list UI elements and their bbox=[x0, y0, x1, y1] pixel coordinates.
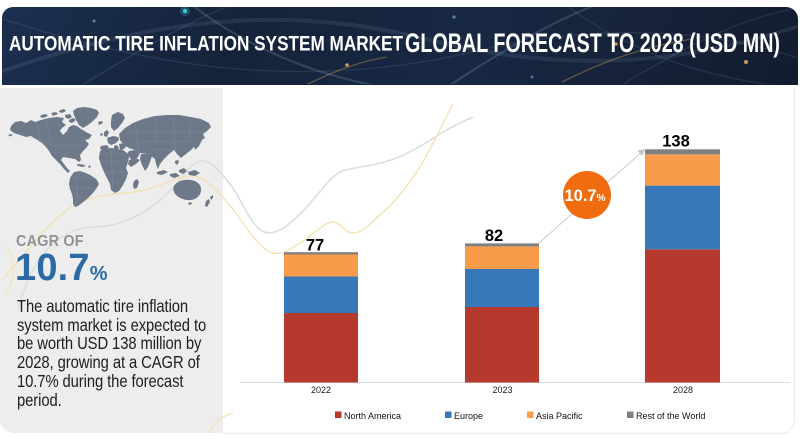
svg-text:AUTOMATIC TIRE INFLATION SYSTE: AUTOMATIC TIRE INFLATION SYSTEM MARKET bbox=[9, 31, 403, 55]
svg-text:Rest of the World: Rest of the World bbox=[636, 411, 705, 421]
svg-text:Asia Pacific: Asia Pacific bbox=[536, 411, 583, 421]
svg-text:Europe: Europe bbox=[454, 411, 483, 421]
svg-text:10.7%: 10.7% bbox=[564, 187, 605, 205]
svg-text:82: 82 bbox=[485, 227, 503, 245]
svg-text:77: 77 bbox=[306, 237, 324, 255]
svg-text:2023: 2023 bbox=[492, 385, 512, 395]
svg-text:GLOBAL FORECAST TO 2028 (USD M: GLOBAL FORECAST TO 2028 (USD MN) bbox=[405, 28, 780, 58]
svg-text:North America: North America bbox=[344, 411, 401, 421]
svg-text:2028: 2028 bbox=[673, 385, 693, 395]
svg-text:2022: 2022 bbox=[311, 385, 331, 395]
svg-text:138: 138 bbox=[662, 133, 690, 151]
